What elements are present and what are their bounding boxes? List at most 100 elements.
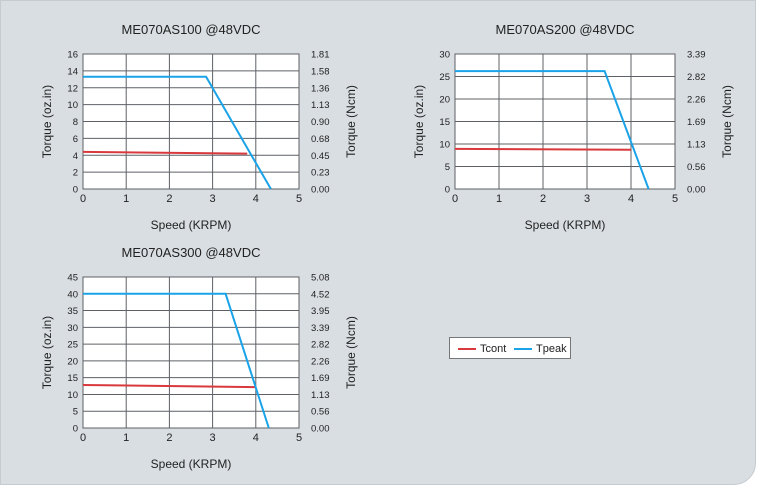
y-tick-label: 15	[67, 373, 78, 384]
y-tick-label: 20	[439, 95, 450, 106]
y2-tick-label: 0.56	[687, 162, 706, 173]
x-tick-label: 0	[452, 193, 458, 205]
y2-tick-label: 1.13	[687, 140, 706, 151]
y2-axis-label: Torque (Ncm)	[344, 316, 358, 389]
plot-frame	[82, 276, 300, 429]
y-tick-label: 0	[73, 185, 78, 196]
tpeak-swatch	[514, 348, 532, 350]
plot-frame	[82, 53, 300, 190]
x-tick-label: 1	[123, 432, 129, 444]
y-tick-label: 10	[439, 140, 450, 151]
y2-tick-label: 0.56	[311, 407, 330, 418]
y2-tick-label: 1.58	[311, 66, 330, 77]
x-axis-label: Speed (KRPM)	[525, 218, 606, 232]
y2-axis-label: Torque (Ncm)	[344, 85, 358, 158]
chart-title: ME070AS200 @48VDC	[496, 22, 635, 37]
x-tick-label: 4	[253, 432, 259, 444]
y2-tick-label: 0.90	[311, 117, 330, 128]
y2-tick-label: 4.52	[311, 289, 330, 300]
y-tick-label: 6	[73, 134, 78, 145]
y-tick-label: 4	[73, 151, 78, 162]
x-tick-label: 2	[166, 432, 172, 444]
legend-label-tcont: Tcont	[480, 343, 507, 355]
series-line-tcont	[82, 384, 256, 389]
y2-tick-label: 1.13	[311, 390, 330, 401]
y-tick-label: 8	[73, 117, 78, 128]
y-tick-label: 20	[67, 356, 78, 367]
y-tick-label: 2	[73, 168, 78, 179]
y2-tick-label: 0.00	[311, 424, 330, 435]
series-line-tcont	[454, 147, 632, 151]
legend-label-tpeak: Tpeak	[536, 343, 567, 355]
chart-title: ME070AS100 @48VDC	[122, 22, 261, 37]
y2-tick-label: 2.82	[687, 72, 706, 83]
x-axis-label: Speed (KRPM)	[151, 218, 232, 232]
y-axis-label: Torque (oz.in)	[412, 85, 426, 158]
y-tick-label: 16	[67, 50, 78, 61]
y-tick-label: 15	[439, 117, 450, 128]
y2-tick-label: 1.13	[311, 100, 330, 111]
x-tick-label: 0	[80, 432, 86, 444]
y2-tick-label: 2.26	[687, 95, 706, 106]
y-tick-label: 10	[67, 390, 78, 401]
y-tick-label: 40	[67, 289, 78, 300]
y2-tick-label: 3.39	[311, 323, 330, 334]
y-tick-label: 30	[67, 323, 78, 334]
x-tick-label: 5	[296, 432, 302, 444]
y2-tick-label: 0.68	[311, 134, 330, 145]
y-tick-label: 0	[73, 424, 78, 435]
x-tick-label: 4	[253, 193, 259, 205]
x-tick-label: 5	[296, 193, 302, 205]
y-tick-label: 45	[67, 273, 78, 284]
y2-tick-label: 0.00	[687, 185, 706, 196]
x-tick-label: 3	[584, 193, 590, 205]
y-tick-label: 35	[67, 306, 78, 317]
y-tick-label: 25	[439, 72, 450, 83]
y-tick-label: 5	[445, 162, 450, 173]
y2-axis-label: Torque (Ncm)	[720, 85, 734, 158]
y2-tick-label: 1.69	[311, 373, 330, 384]
y2-tick-label: 3.39	[687, 50, 706, 61]
tcont-swatch	[458, 348, 476, 350]
series-line-tpeak	[83, 75, 272, 190]
y2-tick-label: 1.69	[687, 117, 706, 128]
y2-tick-label: 2.26	[311, 356, 330, 367]
y2-tick-label: 0.23	[311, 168, 330, 179]
series-line-tpeak	[455, 70, 650, 190]
x-tick-label: 3	[210, 193, 216, 205]
x-tick-label: 2	[540, 193, 546, 205]
y-axis-label: Torque (oz.in)	[40, 85, 54, 158]
plot-area	[83, 277, 299, 428]
x-tick-label: 2	[166, 193, 172, 205]
x-tick-label: 1	[496, 193, 502, 205]
chart-1: 0 1 2 3 4 502468101214160.000.230.450.680.901…	[40, 22, 358, 232]
chart-3: 0 1 2 3 4 50510152025303540450.000.561.131.69…	[40, 245, 358, 471]
x-tick-label: 4	[628, 193, 634, 205]
series-line-tpeak	[83, 292, 270, 429]
y-tick-label: 12	[67, 83, 78, 94]
x-tick-label: 5	[672, 193, 678, 205]
y-tick-label: 0	[445, 185, 450, 196]
plot-frame	[454, 53, 676, 190]
x-tick-label: 3	[210, 432, 216, 444]
y2-tick-label: 0.00	[311, 185, 330, 196]
x-axis-label: Speed (KRPM)	[151, 457, 232, 471]
y-tick-label: 25	[67, 340, 78, 351]
y2-tick-label: 0.45	[311, 151, 330, 162]
y-tick-label: 10	[67, 100, 78, 111]
y2-tick-label: 1.81	[311, 50, 330, 61]
chart-title: ME070AS300 @48VDC	[122, 245, 261, 260]
y2-tick-label: 1.36	[311, 83, 330, 94]
y2-tick-label: 2.82	[311, 340, 330, 351]
x-tick-label: 1	[123, 193, 129, 205]
x-tick-label: 0	[80, 193, 86, 205]
legend: Tcont Tpeak	[449, 337, 571, 359]
y2-tick-label: 5.08	[311, 273, 330, 284]
y2-tick-label: 3.95	[311, 306, 330, 317]
y-tick-label: 5	[73, 407, 78, 418]
chart-2: 0 1 2 3 4 5 0 5 10 15 20 25 30 0.00 0.56 1.13 1.69 2.26 2.…	[412, 22, 734, 232]
y-tick-label: 14	[67, 66, 78, 77]
series-line-tcont	[82, 150, 248, 155]
